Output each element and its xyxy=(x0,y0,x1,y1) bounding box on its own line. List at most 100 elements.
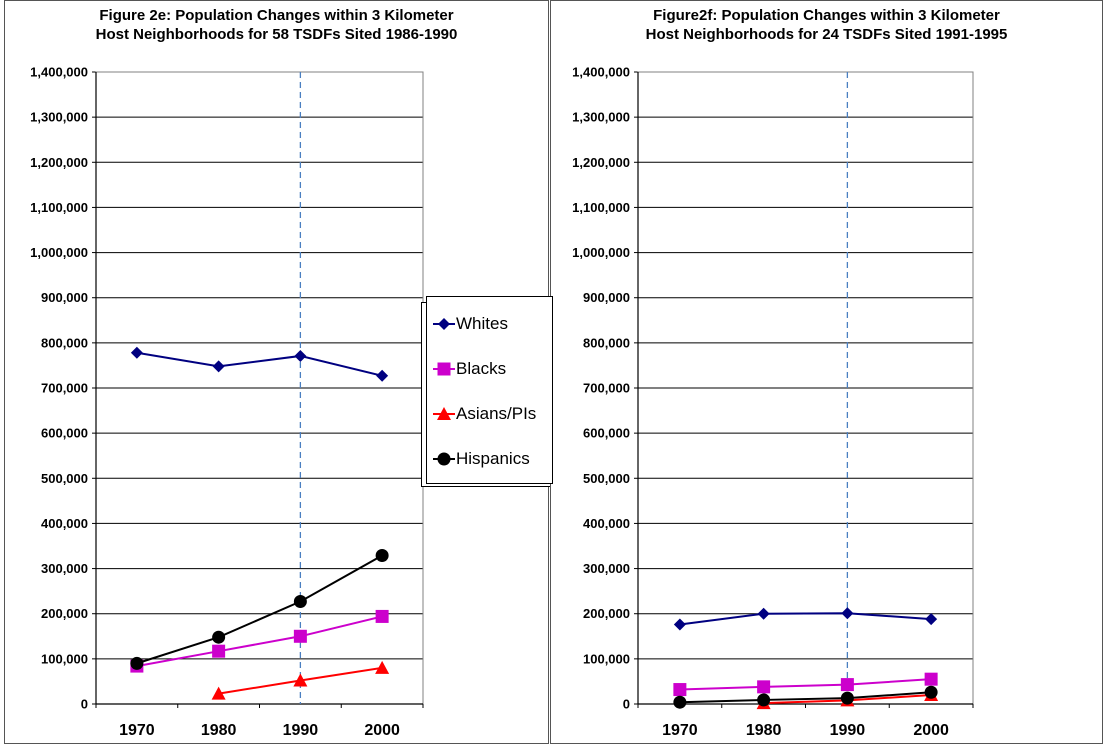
x-tick-label: 1970 xyxy=(119,722,155,739)
y-tick-label: 400,000 xyxy=(41,516,88,531)
chart-title: Figure2f: Population Changes within 3 Ki… xyxy=(551,6,1102,44)
data-point-hispanics xyxy=(130,656,144,670)
data-point-asians-pis xyxy=(211,686,226,700)
y-tick-label: 0 xyxy=(81,697,88,712)
series-blacks xyxy=(673,672,938,697)
y-tick-label: 100,000 xyxy=(583,651,630,666)
series-line-whites xyxy=(136,351,383,377)
y-tick-label: 800,000 xyxy=(41,335,88,350)
legend-label: Blacks xyxy=(456,359,507,378)
data-point-hispanics xyxy=(212,630,226,644)
series-line-blacks xyxy=(136,615,383,668)
data-point-blacks xyxy=(757,680,771,694)
series-asians-pis xyxy=(211,660,390,700)
series-blacks xyxy=(130,609,389,673)
legend-label: Hispanics xyxy=(456,449,530,468)
y-tick-label: 700,000 xyxy=(41,381,88,396)
y-tick-label: 500,000 xyxy=(41,471,88,486)
y-tick-label: 200,000 xyxy=(583,606,630,621)
chart-title: Figure 2e: Population Changes within 3 K… xyxy=(5,6,548,44)
gridlines xyxy=(638,71,973,660)
series-whites xyxy=(130,346,389,382)
plot-area: 0 100,000 200,000 300,000 400,000 500,000 600,… xyxy=(572,65,974,739)
data-point-whites xyxy=(212,360,225,373)
y-tick-label: 0 xyxy=(623,697,630,712)
y-tick-label: 800,000 xyxy=(583,335,630,350)
y-tick-label: 300,000 xyxy=(583,561,630,576)
y-tick-label: 500,000 xyxy=(583,471,630,486)
data-point-whites xyxy=(130,346,143,359)
data-point-asians-pis xyxy=(375,660,390,674)
y-tick-label: 1,400,000 xyxy=(30,65,88,80)
data-point-hispanics xyxy=(375,548,389,562)
legend-item-blacks: Blacks xyxy=(433,357,506,381)
legend-swatch-marker xyxy=(437,362,451,376)
data-point-whites xyxy=(925,613,938,626)
series-line-blacks xyxy=(679,678,932,691)
plot-area: 0 100,000 200,000 300,000 400,000 500,000 600,… xyxy=(30,65,424,739)
series-hispanics xyxy=(130,548,389,670)
y-tick-label: 600,000 xyxy=(583,426,630,441)
legend-label: Asians/PIs xyxy=(456,404,537,423)
data-point-blacks xyxy=(924,672,938,686)
y-tick-label: 1,300,000 xyxy=(30,110,88,125)
y-tick-label: 400,000 xyxy=(583,516,630,531)
data-point-hispanics xyxy=(924,685,938,699)
y-tick-label: 1,400,000 xyxy=(572,65,630,80)
chart-panel-right: Figure2f: Population Changes within 3 Ki… xyxy=(426,0,1103,744)
x-tick-label: 1970 xyxy=(662,722,698,739)
legend-label: Whites xyxy=(456,314,508,333)
x-tick-label: 1980 xyxy=(201,722,237,739)
legend-swatch-marker xyxy=(438,318,450,330)
legend-swatch-marker xyxy=(437,407,451,420)
y-tick-label: 900,000 xyxy=(41,290,88,305)
series-line-whites xyxy=(679,612,932,626)
chart-title-line1: Figure 2e: Population Changes within 3 K… xyxy=(99,7,454,24)
data-point-whites xyxy=(757,607,770,620)
data-point-blacks xyxy=(293,629,307,643)
data-point-asians-pis xyxy=(293,673,308,687)
x-tick-label: 1990 xyxy=(830,722,866,739)
legend-swatch-asians-pis xyxy=(433,407,455,420)
legend-item-whites: Whites xyxy=(433,312,508,336)
series-line-hispanics xyxy=(679,691,932,704)
x-tick-label: 1980 xyxy=(746,722,782,739)
y-tick-label: 1,100,000 xyxy=(572,200,630,215)
data-point-whites xyxy=(294,349,307,362)
series-line-hispanics xyxy=(136,554,383,665)
legend: Whites Blacks Asians/PIs Hispanics xyxy=(426,296,553,484)
data-point-blacks xyxy=(673,683,687,697)
data-point-hispanics xyxy=(757,693,771,707)
data-point-whites xyxy=(673,618,686,631)
y-tick-label: 700,000 xyxy=(583,381,630,396)
y-tick-label: 100,000 xyxy=(41,651,88,666)
x-tick-label: 2000 xyxy=(913,722,949,739)
y-tick-label: 1,200,000 xyxy=(572,155,630,170)
data-point-hispanics xyxy=(293,595,307,609)
y-tick-label: 1,300,000 xyxy=(572,110,630,125)
y-tick-label: 900,000 xyxy=(583,290,630,305)
chart-title-line2: Host Neighborhoods for 24 TSDFs Sited 19… xyxy=(645,26,1008,43)
data-point-whites xyxy=(841,607,854,620)
legend-swatch-hispanics xyxy=(433,452,455,466)
data-point-blacks xyxy=(212,644,226,658)
legend-swatch-blacks xyxy=(433,362,455,376)
data-point-blacks xyxy=(840,678,854,692)
data-point-whites xyxy=(376,369,389,382)
data-point-hispanics xyxy=(840,691,854,705)
y-tick-label: 600,000 xyxy=(41,426,88,441)
y-tick-label: 1,200,000 xyxy=(30,155,88,170)
legend-swatch-marker xyxy=(437,452,451,466)
chart-title-line2: Host Neighborhoods for 58 TSDFs Sited 19… xyxy=(95,26,458,43)
data-point-hispanics xyxy=(673,695,687,709)
series-whites xyxy=(673,607,938,631)
x-tick-label: 1990 xyxy=(283,722,319,739)
y-tick-label: 300,000 xyxy=(41,561,88,576)
y-tick-label: 1,100,000 xyxy=(30,200,88,215)
legend-swatch-whites xyxy=(433,318,455,330)
y-tick-label: 200,000 xyxy=(41,606,88,621)
legend-item-asians-pis: Asians/PIs xyxy=(433,402,536,426)
series-hispanics xyxy=(673,685,938,709)
data-point-blacks xyxy=(375,609,389,623)
y-tick-label: 1,000,000 xyxy=(572,245,630,260)
